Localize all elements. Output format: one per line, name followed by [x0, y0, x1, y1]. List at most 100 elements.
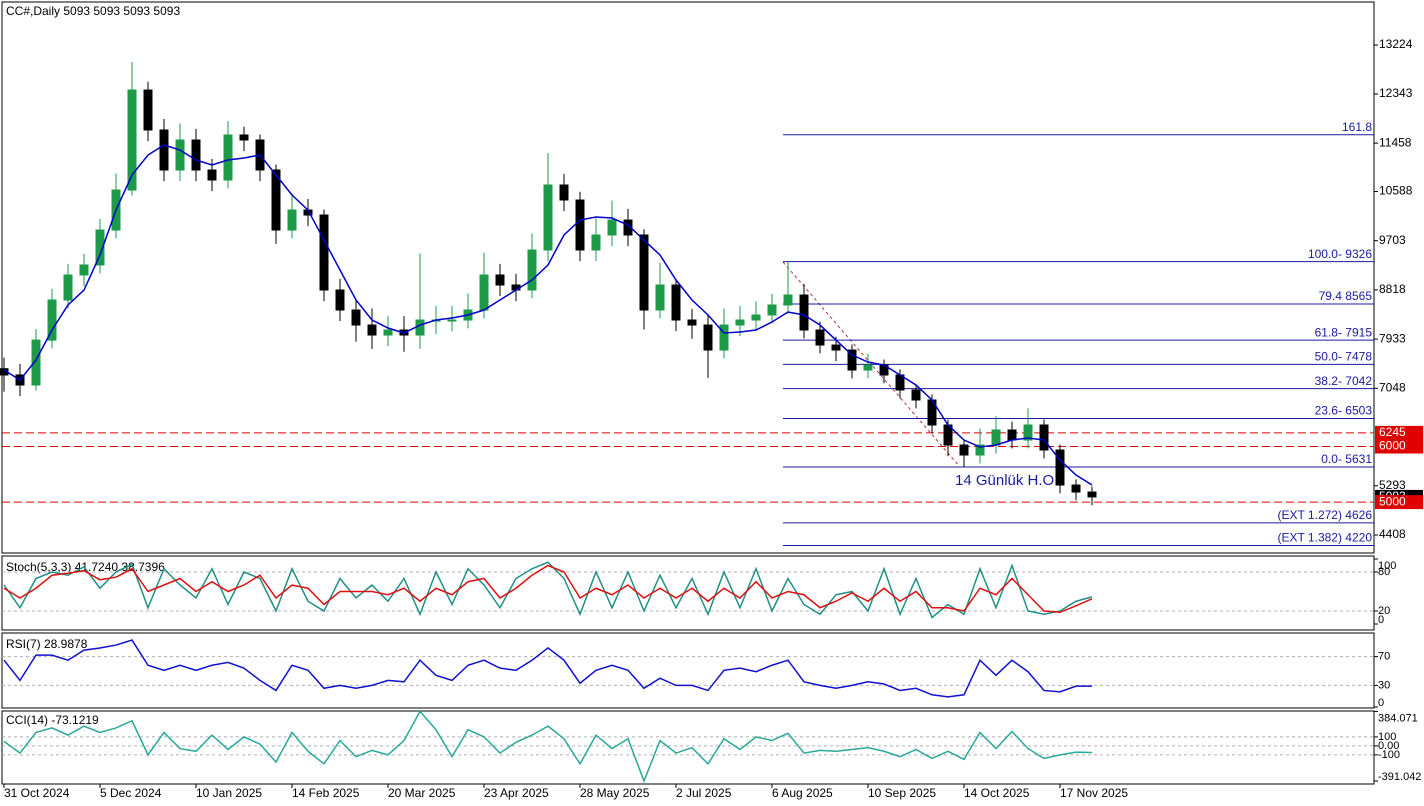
candle-body	[655, 284, 665, 311]
indicator-line	[3, 710, 1093, 784]
candle-body	[687, 319, 697, 326]
x-tick-label: 10 Jan 2025	[196, 786, 262, 800]
x-tick-label: 14 Feb 2025	[292, 786, 360, 800]
y-tick-label: 7048	[1379, 380, 1406, 394]
candle-body	[751, 314, 761, 321]
candle-body	[991, 429, 1001, 446]
support-label-box	[1375, 439, 1423, 454]
y-tick-label: 4408	[1379, 527, 1406, 541]
candle-body	[47, 299, 57, 341]
support-label: 5000	[1379, 494, 1406, 508]
candle-body	[415, 319, 425, 336]
y-tick-label: 13224	[1379, 37, 1413, 51]
panel-title: CCI(14) -73.1219	[6, 713, 99, 727]
candle-body	[335, 289, 345, 311]
support-label: 6000	[1379, 439, 1406, 453]
y-tick-label: 20	[1378, 605, 1390, 617]
candle-body	[239, 134, 249, 141]
y-tick-label: 80	[1378, 566, 1390, 578]
indicator-line	[3, 564, 1093, 614]
candle-body	[143, 89, 153, 131]
candle-body	[767, 304, 777, 316]
y-tick-label: -391.042	[1378, 771, 1421, 783]
support-label-box	[1375, 495, 1423, 510]
candle-body	[1039, 424, 1049, 451]
candle-body	[287, 209, 297, 231]
candle-body	[975, 444, 985, 456]
y-tick-label: 9703	[1379, 233, 1406, 247]
chart-title: CC#,Daily 5093 5093 5093 5093	[6, 4, 180, 18]
candle-body	[159, 129, 169, 171]
candle-body	[479, 274, 489, 311]
candle-body	[367, 324, 377, 336]
candle-body	[575, 199, 585, 251]
panel-title: Stoch(5,3,3) 41.7240 38.7396	[6, 560, 165, 574]
candle-body	[815, 329, 825, 346]
fib-label: 23.6- 6503	[1315, 404, 1373, 418]
candle-body	[735, 319, 745, 326]
candle-body	[191, 139, 201, 171]
support-label-box	[1375, 425, 1423, 440]
candle-body	[1087, 491, 1097, 498]
cci-panel	[1, 710, 1375, 785]
x-tick-label: 20 Mar 2025	[388, 786, 456, 800]
y-tick-label: 0	[1378, 697, 1384, 709]
candle-body	[1007, 429, 1017, 441]
x-tick-label: 10 Sep 2025	[868, 786, 936, 800]
candle-body	[1023, 424, 1033, 441]
y-tick-label: 70	[1378, 651, 1390, 663]
x-tick-label: 28 May 2025	[580, 786, 650, 800]
y-tick-label: 10588	[1379, 184, 1413, 198]
candle-body	[799, 294, 809, 331]
candle-body	[175, 139, 185, 171]
candle-body	[623, 219, 633, 236]
candle-body	[207, 169, 217, 181]
candle-body	[911, 389, 921, 401]
candle-body	[271, 169, 281, 231]
candle-body	[959, 444, 969, 456]
candle-body	[847, 349, 857, 371]
x-tick-label: 17 Nov 2025	[1060, 786, 1128, 800]
y-tick-label: 11458	[1379, 135, 1412, 149]
y-tick-label: -100	[1378, 749, 1400, 761]
price-panel	[1, 1, 1375, 554]
y-tick-label: 100	[1378, 731, 1396, 743]
x-tick-label: 31 Oct 2024	[4, 786, 70, 800]
x-tick-label: 23 Apr 2025	[484, 786, 549, 800]
y-tick-label: 100	[1378, 560, 1396, 572]
candle-body	[223, 134, 233, 181]
candle-body	[607, 219, 617, 236]
candle-body	[319, 214, 329, 291]
y-tick-label: 384.071	[1378, 712, 1418, 724]
candle-body	[495, 274, 505, 286]
y-tick-label: 0	[1378, 614, 1384, 626]
candle-body	[1055, 449, 1065, 486]
y-tick-label: 0.00	[1378, 740, 1399, 752]
fib-label: (EXT 1.382) 4220	[1277, 531, 1372, 545]
x-tick-label: 14 Oct 2025	[964, 786, 1030, 800]
fib-label: 50.0- 7478	[1315, 350, 1373, 364]
candle-body	[591, 234, 601, 251]
fib-label: 38.2- 7042	[1315, 374, 1373, 388]
fib-label: 100.0- 9326	[1308, 247, 1372, 261]
y-tick-label: 30	[1378, 679, 1390, 691]
y-tick-label: 5293	[1379, 478, 1406, 492]
fib-label: 61.8- 7915	[1315, 325, 1373, 339]
candle-body	[527, 249, 537, 291]
candle-body	[703, 324, 713, 351]
candle-body	[671, 284, 681, 321]
moving-average	[3, 144, 1093, 486]
candle-body	[639, 234, 649, 311]
y-tick-label: 12343	[1379, 86, 1413, 100]
support-label: 6245	[1379, 425, 1406, 439]
fib-label: 0.0- 5631	[1321, 452, 1372, 466]
x-tick-label: 6 Aug 2025	[772, 786, 833, 800]
y-tick-label: 7933	[1379, 331, 1406, 345]
panel-title: RSI(7) 28.9878	[6, 637, 88, 651]
candle-body	[351, 309, 361, 326]
candle-body	[127, 89, 137, 191]
fib-label: (EXT 1.272) 4626	[1277, 508, 1372, 522]
candle-body	[383, 329, 393, 336]
candle-body	[559, 184, 569, 201]
